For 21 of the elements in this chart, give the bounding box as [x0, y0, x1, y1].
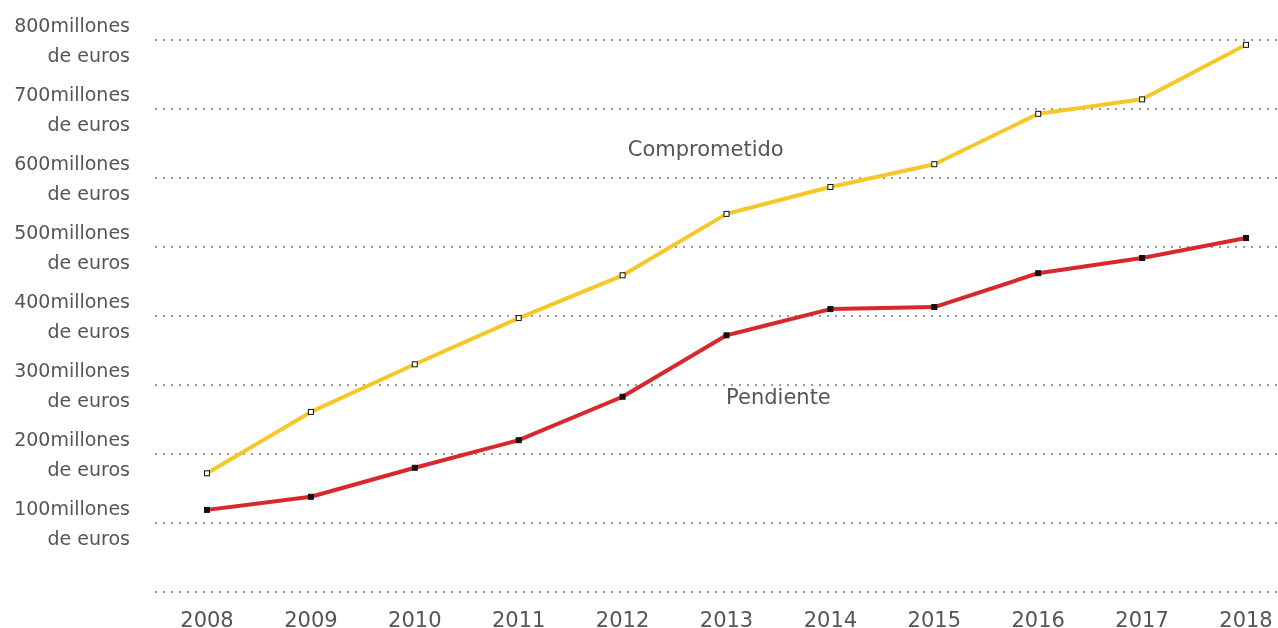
x-tick-label: 2011 — [491, 608, 546, 628]
y-tick-label: 100millones de euros — [14, 497, 130, 549]
x-tick-label: 2016 — [1011, 608, 1065, 628]
y-tick-label: 800millones de euros — [14, 14, 130, 66]
x-tick-label: 2014 — [803, 608, 858, 628]
x-tick-label: 2018 — [1219, 608, 1273, 628]
x-tick-label: 2009 — [284, 608, 338, 628]
y-tick-label: 200millones de euros — [14, 428, 130, 480]
y-tick-label: 600millones de euros — [14, 152, 130, 204]
x-tick-label: 2012 — [595, 608, 650, 628]
y-tick-label: 400millones de euros — [14, 290, 130, 342]
text: Pendiente — [726, 385, 831, 410]
x-tick-label: 2013 — [699, 608, 754, 628]
y-tick-label: 700millones de euros — [14, 83, 130, 135]
x-tick-label: 2008 — [180, 608, 234, 628]
x-tick-label: 2015 — [907, 608, 962, 628]
x-tick-label: 2017 — [1115, 608, 1169, 628]
y-tick-label: 500millones de euros — [14, 221, 130, 273]
x-tick-label: 2010 — [388, 608, 442, 628]
y-tick-label: 300millones de euros — [14, 359, 130, 411]
series-label: Comprometido — [627, 137, 784, 162]
